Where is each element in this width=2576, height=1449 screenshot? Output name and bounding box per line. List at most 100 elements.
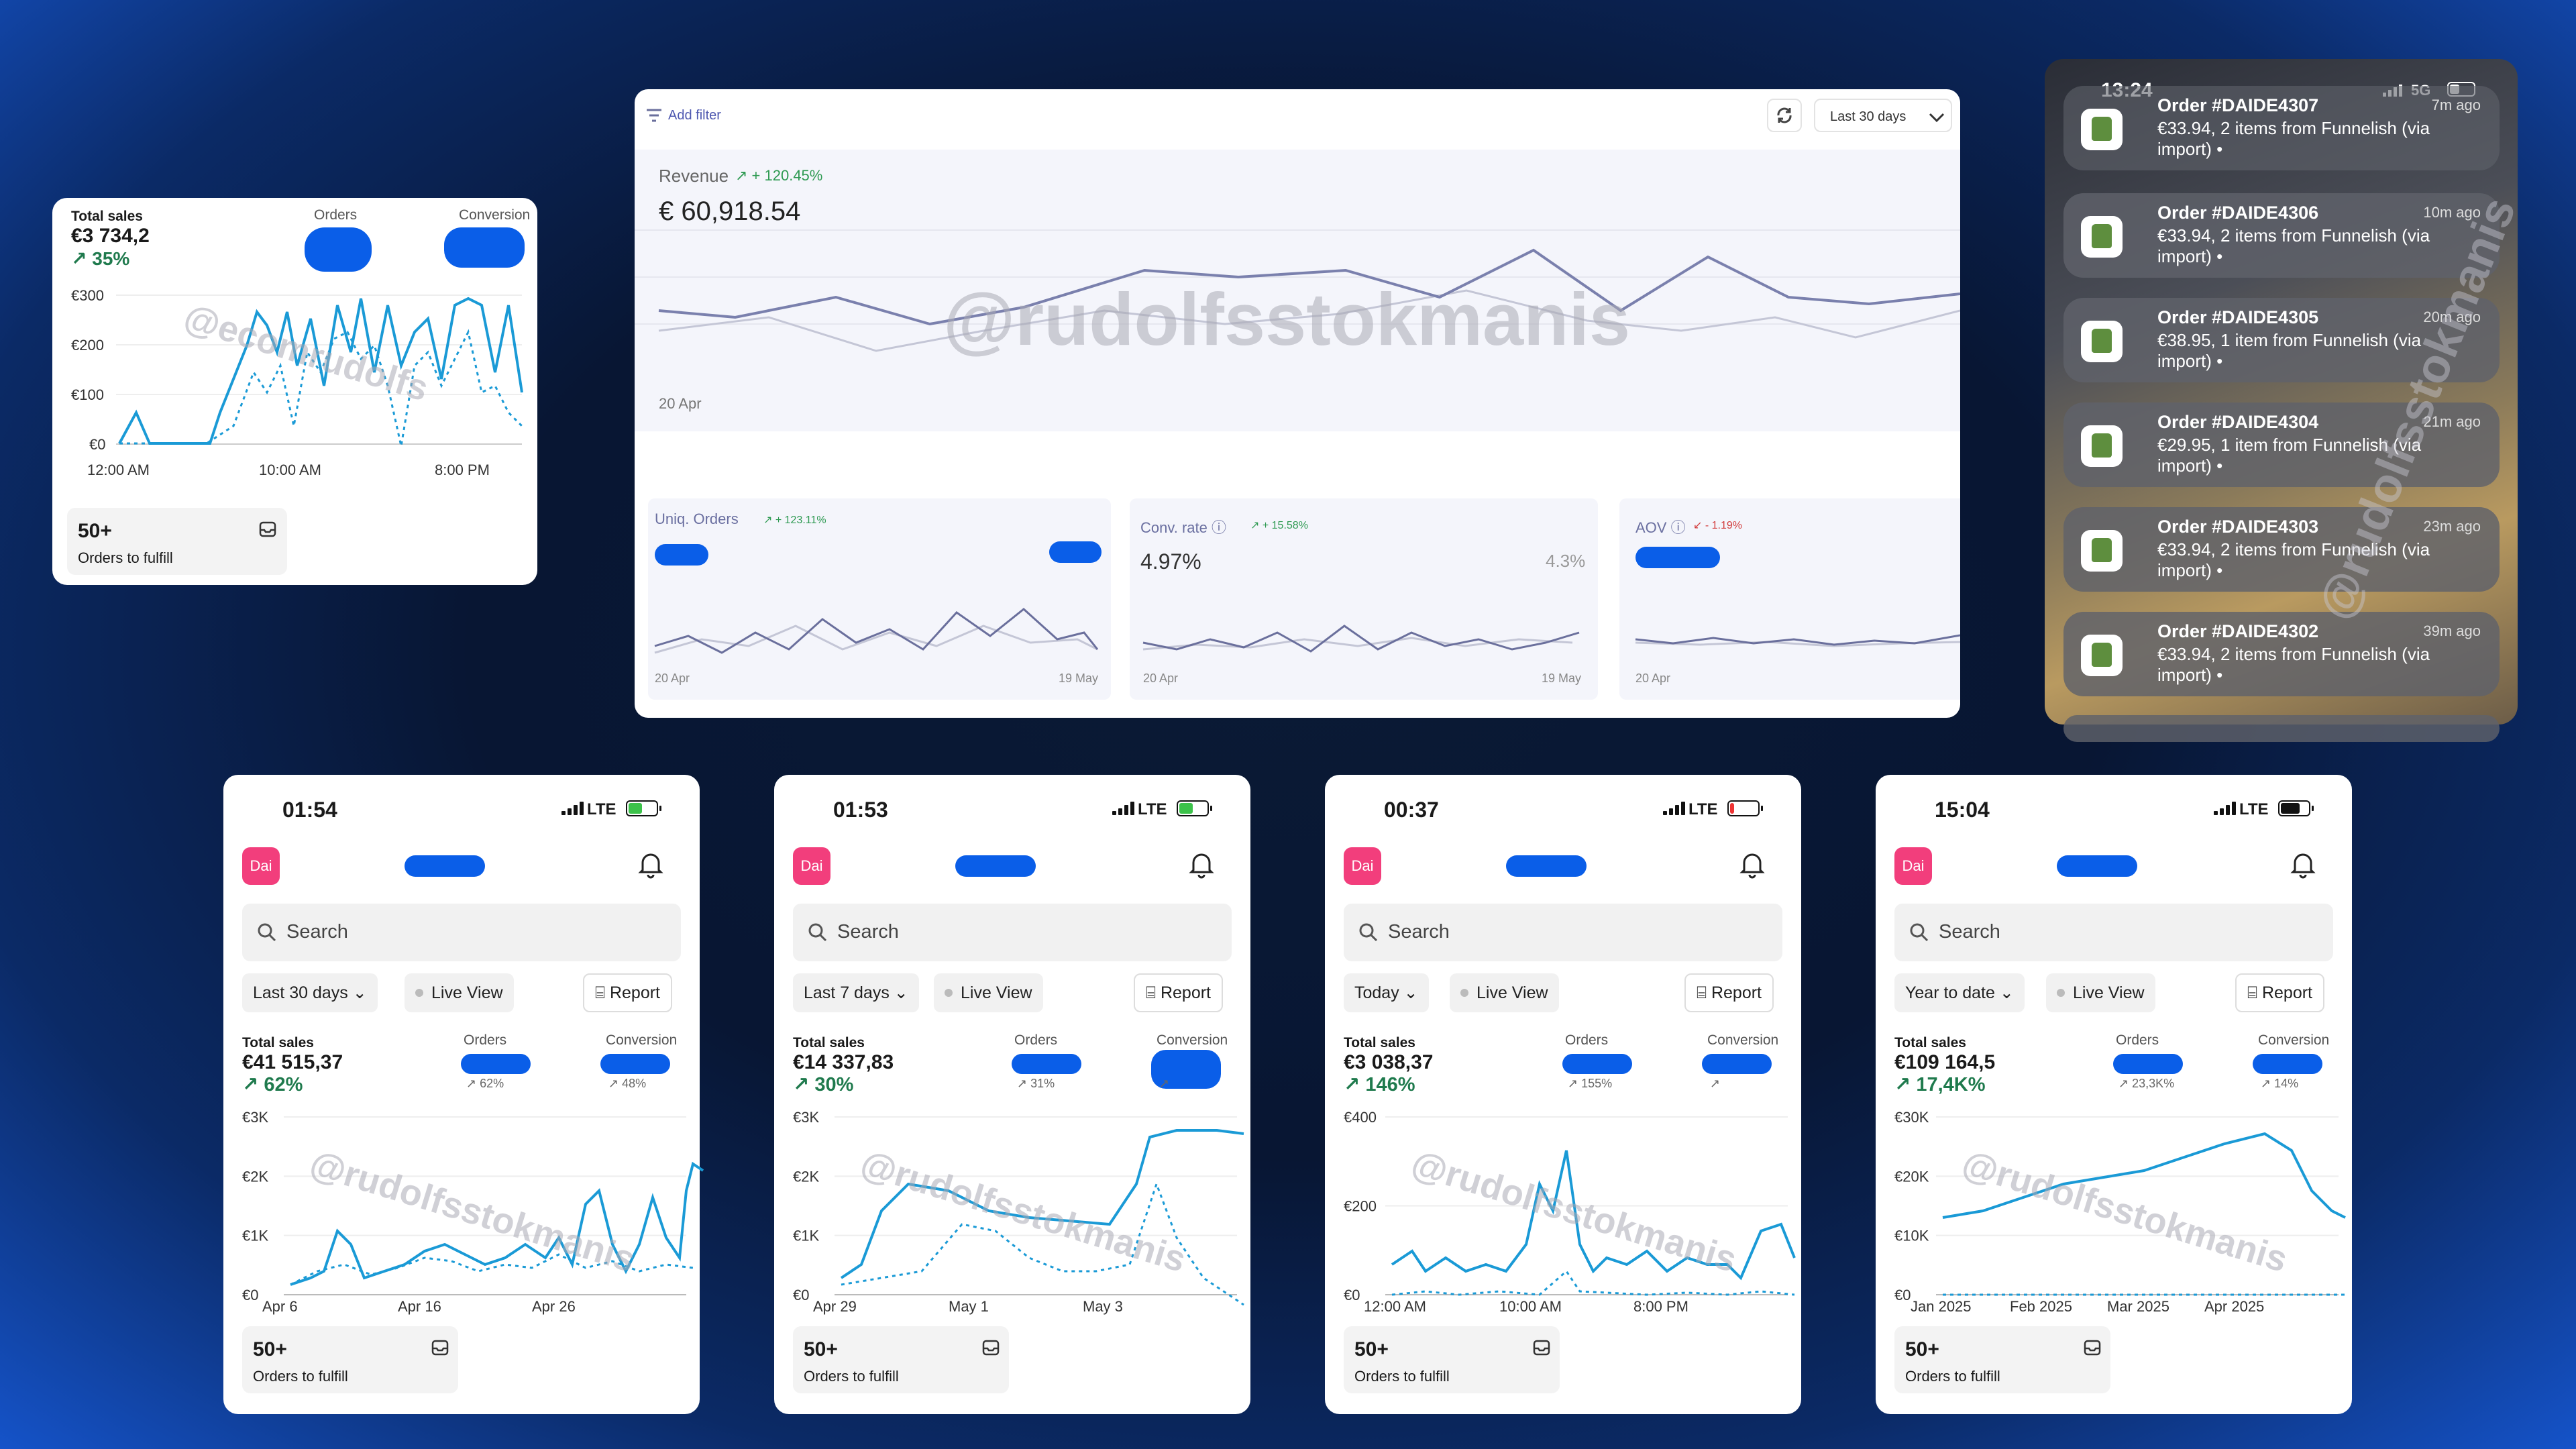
status-time: 15:04 bbox=[1935, 798, 1990, 822]
search-icon bbox=[1359, 923, 1378, 942]
y-tick: €0 bbox=[1344, 1287, 1360, 1303]
report-button[interactable]: ⌸ Report bbox=[583, 973, 672, 1012]
search-input[interactable]: Search bbox=[242, 904, 681, 961]
bell-icon[interactable] bbox=[1737, 850, 1767, 879]
orders-to-fulfill-button[interactable]: 50+ Orders to fulfill bbox=[67, 508, 287, 575]
total-sales-value: €41 515,37 bbox=[242, 1051, 343, 1073]
battery-icon bbox=[1177, 800, 1212, 816]
total-sales-label: Total sales bbox=[1894, 1035, 1966, 1051]
search-input[interactable]: Search bbox=[1344, 904, 1782, 961]
search-input[interactable]: Search bbox=[1894, 904, 2333, 961]
battery-icon bbox=[626, 800, 661, 816]
live-view-button[interactable]: Live View bbox=[405, 973, 514, 1012]
report-button[interactable]: ⌸ Report bbox=[1684, 973, 1774, 1012]
notification-title: Order #DAIDE4307 bbox=[2157, 95, 2319, 115]
notification-item-partial[interactable] bbox=[2063, 715, 2500, 742]
store-avatar[interactable]: Dai bbox=[793, 847, 830, 885]
fulfill-count: 50+ bbox=[1905, 1338, 1939, 1360]
inbox-icon bbox=[431, 1340, 449, 1356]
orders-to-fulfill-button[interactable]: 50+ Orders to fulfill bbox=[242, 1326, 458, 1393]
mobile-dashboard: 15:04 LTE Dai Search Year to date ⌄ Live… bbox=[1876, 775, 2352, 1414]
conversion-label: Conversion bbox=[1707, 1032, 1779, 1048]
orders-to-fulfill-button[interactable]: 50+ Orders to fulfill bbox=[1344, 1326, 1560, 1393]
notification-item[interactable]: Order #DAIDE4306 10m ago €33.94, 2 items… bbox=[2063, 193, 2500, 278]
store-avatar[interactable]: Dai bbox=[1344, 847, 1381, 885]
date-range-select[interactable]: Last 30 days bbox=[1814, 99, 1952, 132]
x-tick: Feb 2025 bbox=[2010, 1298, 2072, 1315]
x-tick: Apr 29 bbox=[813, 1298, 857, 1315]
orders-label: Orders bbox=[2116, 1032, 2159, 1048]
notification-title: Order #DAIDE4302 bbox=[2157, 621, 2319, 641]
notification-time: 10m ago bbox=[2423, 204, 2481, 221]
revenue-label: Revenue bbox=[659, 166, 729, 186]
y-tick: €0 bbox=[242, 1287, 258, 1303]
x-tick: Apr 6 bbox=[262, 1298, 298, 1315]
y-tick: €0 bbox=[1894, 1287, 1911, 1303]
y-tick: €200 bbox=[71, 337, 104, 354]
orders-to-fulfill-button[interactable]: 50+ Orders to fulfill bbox=[1894, 1326, 2110, 1393]
card-label: Uniq. Orders bbox=[655, 511, 739, 527]
notification-body: €33.94, 2 items from Funnelish (via impo… bbox=[2157, 644, 2430, 685]
date-range-select[interactable]: Today ⌄ bbox=[1344, 973, 1429, 1012]
mobile-dashboard: 01:54 LTE Dai Search Last 30 days ⌄ Live… bbox=[223, 775, 704, 1414]
y-tick: €100 bbox=[71, 386, 104, 403]
search-icon bbox=[258, 923, 276, 942]
redacted-store-name bbox=[2057, 855, 2137, 877]
redacted-conversion-value bbox=[1702, 1054, 1772, 1074]
redacted-orders-value bbox=[1562, 1054, 1632, 1074]
date-range-select[interactable]: Last 7 days ⌄ bbox=[793, 973, 919, 1012]
previous-period-line bbox=[119, 329, 523, 447]
current-period-line bbox=[118, 297, 523, 445]
conv-rate-card: Conv. rate ⓘ ↗ + 15.58% 4.97% 4.3% 20 Ap… bbox=[1130, 498, 1598, 700]
date-range-select[interactable]: Last 30 days ⌄ bbox=[242, 973, 378, 1012]
live-view-button[interactable]: Live View bbox=[2046, 973, 2155, 1012]
search-placeholder: Search bbox=[1388, 921, 1450, 943]
notification-body: €29.95, 1 item from Funnelish (via impor… bbox=[2157, 435, 2422, 476]
total-sales-label: Total sales bbox=[242, 1035, 314, 1051]
refresh-button[interactable] bbox=[1767, 99, 1802, 132]
card-label: Conv. rate ⓘ bbox=[1140, 519, 1226, 536]
notification-item[interactable]: Order #DAIDE4303 23m ago €33.94, 2 items… bbox=[2063, 507, 2500, 592]
redacted-orders-value bbox=[1012, 1054, 1081, 1074]
conv-rate-prev: 4.3% bbox=[1546, 551, 1586, 571]
x-tick: Apr 2025 bbox=[2204, 1298, 2264, 1315]
redacted-value bbox=[1635, 547, 1720, 568]
conversion-change: ↗ bbox=[1710, 1077, 1721, 1090]
end-date: 19 May bbox=[1542, 672, 1582, 685]
store-avatar[interactable]: Dai bbox=[1894, 847, 1932, 885]
x-tick: 10:00 AM bbox=[1499, 1298, 1562, 1315]
notification-item[interactable]: Order #DAIDE4304 21m ago €29.95, 1 item … bbox=[2063, 402, 2500, 487]
notification-item[interactable]: Order #DAIDE4305 20m ago €38.95, 1 item … bbox=[2063, 298, 2500, 382]
chevron-down-icon bbox=[1929, 113, 1945, 123]
network-type: LTE bbox=[2239, 800, 2269, 818]
shopify-icon bbox=[2081, 216, 2123, 258]
shopify-icon bbox=[2081, 530, 2123, 572]
bell-icon[interactable] bbox=[2288, 850, 2318, 879]
total-sales-change: ↗ 17,4K% bbox=[1894, 1074, 1986, 1095]
total-sales-value: €3 038,37 bbox=[1344, 1051, 1434, 1073]
total-sales-change: ↗ 62% bbox=[242, 1074, 303, 1095]
store-avatar[interactable]: Dai bbox=[242, 847, 280, 885]
orders-to-fulfill-button[interactable]: 50+ Orders to fulfill bbox=[793, 1326, 1009, 1393]
x-tick: 12:00 AM bbox=[1364, 1298, 1426, 1315]
report-button[interactable]: ⌸ Report bbox=[2235, 973, 2324, 1012]
notification-item[interactable]: Order #DAIDE4302 39m ago €33.94, 2 items… bbox=[2063, 612, 2500, 696]
report-button[interactable]: ⌸ Report bbox=[1134, 973, 1223, 1012]
search-input[interactable]: Search bbox=[793, 904, 1232, 961]
date-range-select[interactable]: Year to date ⌄ bbox=[1894, 973, 2025, 1012]
bell-icon[interactable] bbox=[636, 850, 665, 879]
redacted-conversion-value bbox=[1151, 1050, 1221, 1089]
current-revenue-line bbox=[658, 248, 1960, 326]
search-icon bbox=[1910, 923, 1929, 942]
live-view-button[interactable]: Live View bbox=[1450, 973, 1559, 1012]
y-tick: €400 bbox=[1344, 1109, 1377, 1126]
previous-revenue-line bbox=[658, 289, 1960, 352]
live-view-button[interactable]: Live View bbox=[934, 973, 1043, 1012]
notification-screen: 13:24 5G Order #DAIDE4307 7m ago €33.94,… bbox=[2045, 59, 2526, 742]
y-tick: €20K bbox=[1894, 1168, 1929, 1185]
notification-item[interactable]: Order #DAIDE4307 7m ago €33.94, 2 items … bbox=[2063, 86, 2500, 170]
bell-icon[interactable] bbox=[1187, 850, 1216, 879]
add-filter-button[interactable]: Add filter bbox=[668, 108, 721, 123]
uniq-orders-chart bbox=[654, 608, 1099, 654]
